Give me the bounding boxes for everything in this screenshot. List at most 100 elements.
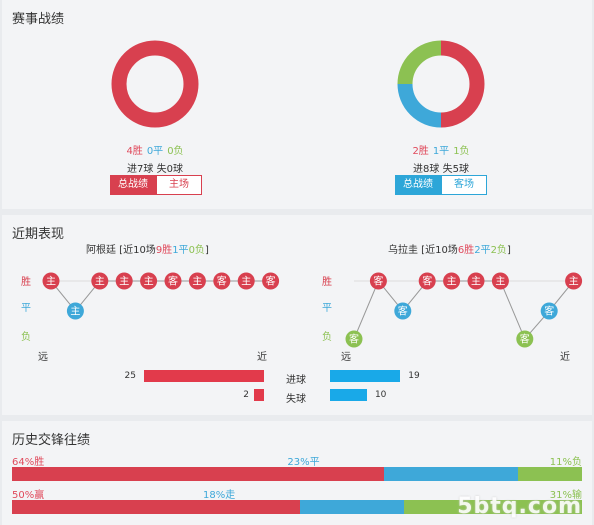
- site-watermark: 5btq.com: [457, 494, 582, 519]
- h2h-loss-label: 11%负: [549, 457, 582, 468]
- right-record-stats: 2胜 1平 1负 进8球 失5球: [371, 142, 511, 175]
- left-game-8-venue: 客: [217, 275, 227, 288]
- right-game-9-venue: 客: [544, 305, 554, 318]
- right-game-1-venue: 客: [349, 333, 359, 346]
- left-goals-bar: [144, 370, 264, 382]
- left-game-6-venue: 客: [168, 275, 178, 288]
- right-wins-slice: [440, 40, 485, 128]
- right-loss-row-label: 负: [322, 330, 332, 343]
- left-game-6-marker: [164, 272, 182, 290]
- left-game-2-venue: 主: [70, 306, 80, 318]
- recent-form-chart: 胜 平 负 远 近 胜 平 负 远 近 主主主主主客主客主客 客客客客主主主客客…: [21, 272, 583, 363]
- left-game-5-marker: [140, 272, 158, 290]
- right-draws-slice: [397, 83, 442, 128]
- left-game-1-marker: [42, 272, 60, 290]
- left-goals-count: 25: [124, 371, 136, 381]
- left-conceded-bar: [254, 389, 264, 401]
- left-draws: 0平: [146, 146, 164, 157]
- right-goals-bar: [330, 370, 401, 382]
- recent-form-panel: 近期表现 阿根廷 [近10场9胜1平0负] 乌拉圭 [近10场6胜2平2负] 胜…: [2, 215, 592, 415]
- goals-label: 进球: [286, 375, 306, 386]
- record-panel: 赛事战绩 4胜 0平 0负 进7球 失0球 总战绩 主场 2胜 1平 1负 进8球 失5…: [2, 0, 592, 209]
- left-record-donut: [111, 40, 199, 128]
- conceded-label: 失球: [286, 394, 306, 405]
- left-win-row-label: 胜: [21, 276, 31, 288]
- left-game-10-venue: 客: [266, 275, 276, 288]
- right-goals-count: 19: [408, 371, 420, 381]
- left-game-7-marker: [188, 272, 206, 290]
- left-wins-slice: [111, 40, 199, 128]
- left-losses: 0负: [167, 146, 184, 157]
- right-game-4-venue: 客: [422, 275, 432, 288]
- right-game-3-venue: 客: [398, 305, 408, 318]
- right-conceded-bar: [330, 389, 367, 401]
- left-home-button[interactable]: 主场: [156, 175, 202, 195]
- right-losses: 1负: [453, 146, 470, 157]
- right-game-7-venue: 主: [495, 276, 505, 288]
- right-game-10-marker: [565, 272, 583, 290]
- right-draw-row-label: 平: [322, 303, 332, 314]
- right-game-10-venue: 主: [569, 276, 579, 288]
- left-game-3-marker: [91, 272, 109, 290]
- h2h-handicap-row: 50%赢 18%走 31%输: [12, 486, 582, 514]
- right-goals: 进8球 失5球: [413, 164, 469, 175]
- h2h-handicap-win-bar: [12, 500, 300, 514]
- right-game-8-venue: 客: [520, 333, 530, 346]
- h2h-draw-bar: [384, 467, 518, 481]
- right-recent-summary: 乌拉圭 [近10场6胜2平2负]: [388, 245, 511, 256]
- head-to-head-title: 历史交锋往绩: [12, 433, 91, 448]
- left-goals: 进7球 失0球: [127, 164, 183, 175]
- right-near-label: 近: [560, 350, 570, 363]
- left-game-9-venue: 主: [241, 276, 251, 288]
- right-game-3-marker: [394, 302, 412, 320]
- record-title: 赛事战绩: [12, 12, 65, 27]
- right-game-9-marker: [540, 302, 558, 320]
- right-record-donut: [397, 40, 485, 128]
- right-draws: 1平: [432, 146, 450, 157]
- h2h-result-row: 64%胜 23%平 11%负: [12, 453, 582, 481]
- right-away-button[interactable]: 客场: [441, 175, 487, 195]
- h2h-win-label: 64%胜: [12, 457, 45, 468]
- left-wins: 4胜: [126, 146, 143, 157]
- left-game-4-venue: 主: [119, 276, 129, 288]
- left-game-10-marker: [262, 272, 280, 290]
- right-game-5-marker: [443, 272, 461, 290]
- h2h-draw-label: 23%平: [287, 457, 320, 468]
- right-game-4-marker: [418, 272, 436, 290]
- right-wins: 2胜: [412, 146, 429, 157]
- right-game-7-marker: [491, 272, 509, 290]
- recent-form-title: 近期表现: [12, 227, 65, 242]
- right-game-6-venue: 主: [471, 276, 481, 288]
- left-game-7-venue: 主: [192, 276, 202, 288]
- left-game-9-marker: [237, 272, 255, 290]
- right-far-label: 远: [341, 351, 351, 363]
- left-loss-row-label: 负: [21, 330, 31, 343]
- left-team-name: 阿根廷: [86, 245, 116, 256]
- right-game-1-marker: [345, 330, 363, 348]
- right-conceded-count: 10: [374, 390, 387, 400]
- h2h-handicap-loss-label: 31%输: [549, 490, 582, 501]
- left-game-8-marker: [213, 272, 231, 290]
- h2h-win-bar: [12, 467, 385, 481]
- right-form-line: [353, 280, 574, 340]
- left-draw-row-label: 平: [21, 303, 31, 314]
- right-game-2-venue: 客: [373, 275, 383, 288]
- left-form-line: [50, 280, 271, 312]
- left-game-3-venue: 主: [95, 276, 105, 288]
- left-total-record-button[interactable]: 总战绩: [110, 175, 156, 195]
- h2h-handicap-push-label: 18%走: [202, 490, 236, 501]
- left-near-label: 近: [257, 350, 267, 363]
- right-game-2-marker: [369, 272, 387, 290]
- right-win-row-label: 胜: [322, 276, 332, 288]
- right-losses-slice: [397, 40, 442, 85]
- left-conceded-count: 2: [243, 390, 249, 400]
- right-game-8-marker: [516, 330, 534, 348]
- left-record-stats: 4胜 0平 0负 进7球 失0球: [85, 142, 225, 175]
- right-game-6-marker: [467, 272, 485, 290]
- left-game-2-marker: [66, 302, 84, 320]
- left-game-4-marker: [115, 272, 133, 290]
- left-game-1-venue: 主: [46, 276, 56, 288]
- right-total-record-button[interactable]: 总战绩: [395, 175, 441, 195]
- right-game-5-venue: 主: [447, 276, 457, 288]
- h2h-handicap-loss-bar: [403, 500, 582, 514]
